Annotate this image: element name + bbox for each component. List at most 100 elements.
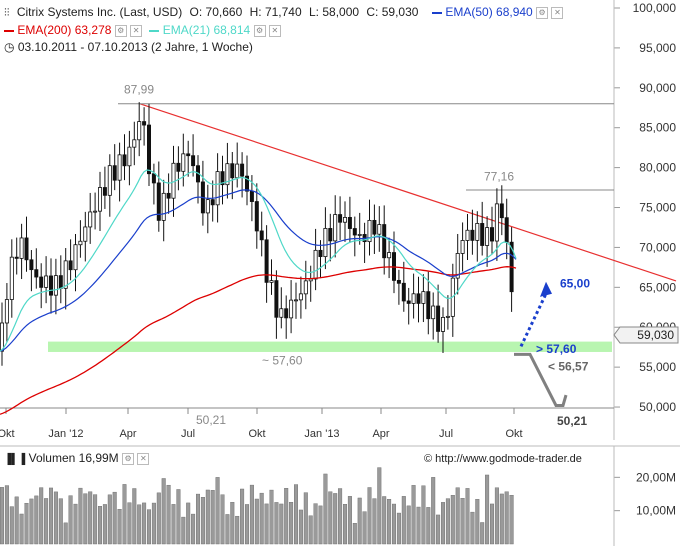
close-icon[interactable]: ✕ (551, 6, 564, 19)
candle-body (78, 240, 83, 246)
candle-body (210, 199, 215, 206)
clock-icon: ◷ (4, 40, 15, 54)
y-tick-label: 70,000 (639, 240, 676, 254)
volume-bar (34, 495, 39, 545)
volume-bar (200, 497, 205, 545)
volume-bar (14, 496, 19, 545)
candle-body (387, 252, 392, 259)
volume-bar (298, 509, 303, 545)
volume-bar (490, 503, 495, 545)
candle-body (137, 121, 142, 141)
ema200-line (0, 266, 517, 415)
candle-body (73, 244, 78, 271)
chart-title: Citrix Systems Inc. (Last, USD) (16, 5, 183, 19)
candle-body (494, 203, 499, 242)
volume-bar (264, 503, 269, 545)
volume-bar (181, 516, 186, 545)
ema50-label: EMA(50) (445, 5, 493, 19)
y-tick-label: 50,000 (639, 400, 676, 414)
settings-icon[interactable]: ⚙ (114, 24, 127, 37)
candle-body (289, 299, 294, 319)
annotation-support: > 57,60 (536, 342, 577, 356)
volume-bar (73, 503, 78, 545)
volume-bar (499, 493, 504, 545)
volume-bar (504, 491, 509, 545)
volume-bar (44, 498, 49, 545)
volume-bar (225, 514, 230, 545)
annotation-break: < 56,57 (548, 359, 589, 373)
volume-bar (318, 505, 323, 545)
volume-bar (127, 502, 132, 545)
candle-body (186, 153, 191, 157)
candle-body (244, 175, 249, 192)
volume-bar (313, 503, 318, 545)
candle-body (347, 217, 352, 229)
annotation-target-up: 65,00 (560, 276, 590, 290)
volume-tick-label: 20,00M (636, 470, 676, 484)
candle-body (269, 280, 274, 283)
source-url: http://www.godmode-trader.de (435, 453, 582, 465)
candle-body (308, 278, 313, 282)
high-value: H: 71,740 (249, 5, 302, 19)
volume-bar (303, 492, 308, 545)
candle-body (333, 214, 338, 242)
volume-bar (112, 491, 117, 545)
close-icon[interactable]: ✕ (268, 24, 281, 37)
date-range: 03.10.2011 - 07.10.2013 (2 Jahre, 1 Woch… (17, 40, 253, 54)
volume-bar (460, 498, 465, 545)
candle-body (372, 219, 377, 235)
volume-bar (53, 491, 58, 545)
volume-bar (396, 512, 401, 545)
volume-bar (122, 484, 127, 545)
x-tick-label: Okt (0, 428, 15, 440)
settings-icon[interactable]: ⚙ (253, 24, 266, 37)
ema21-swatch (149, 29, 160, 32)
candle-body (284, 308, 289, 319)
candle-body (117, 154, 122, 181)
candle-body (4, 299, 9, 324)
open-value: O: 70,660 (189, 5, 243, 19)
volume-bar (455, 487, 460, 545)
candle-body (401, 282, 406, 302)
trend-line (139, 103, 677, 282)
volume-bar (465, 488, 470, 545)
candle-body (328, 228, 333, 242)
volume-bar (176, 489, 181, 545)
candle-body (49, 275, 54, 296)
ema200-label: EMA(200) (17, 23, 72, 37)
candle-body (19, 237, 24, 259)
candle-body (499, 203, 504, 219)
last-price-box (613, 326, 679, 344)
y-tick-label: 65,000 (639, 280, 676, 294)
volume-bar (382, 496, 387, 545)
volume-bar (4, 485, 9, 545)
volume-bar (372, 498, 377, 545)
close-icon[interactable]: ✕ (137, 452, 150, 465)
candle-body (313, 249, 318, 280)
candle-body (122, 154, 127, 167)
x-tick-label: Jul (181, 428, 195, 440)
chart-type-icon: ⫶⫶ (4, 7, 10, 19)
legend-ema50: EMA(50) 68,940 ⚙ ✕ (432, 5, 564, 19)
ema21-label: EMA(21) (162, 23, 211, 37)
candle-body (377, 224, 382, 235)
volume-bar (411, 485, 416, 545)
volume-bar (49, 487, 54, 545)
close-icon[interactable]: ✕ (130, 24, 143, 37)
settings-icon[interactable]: ⚙ (122, 452, 135, 465)
candle-body (112, 165, 117, 181)
settings-icon[interactable]: ⚙ (536, 6, 549, 19)
candle-body (440, 316, 445, 332)
volume-bar (362, 511, 367, 545)
last-price-label: 59,030 (637, 328, 674, 342)
volume-bar (63, 522, 68, 545)
candle-body (382, 224, 387, 259)
source-link[interactable]: © http://www.godmode-trader.de (424, 453, 582, 465)
copyright-icon: © (424, 453, 433, 465)
candle-body (230, 163, 235, 179)
projection-arrows (514, 281, 568, 407)
candle-body (406, 300, 411, 304)
volume-bar (29, 498, 34, 545)
candle-body (367, 219, 372, 243)
legend-row-2: EMA(200) 63,278 ⚙ ✕ EMA(21) 68,814 ⚙ ✕ (4, 23, 281, 37)
